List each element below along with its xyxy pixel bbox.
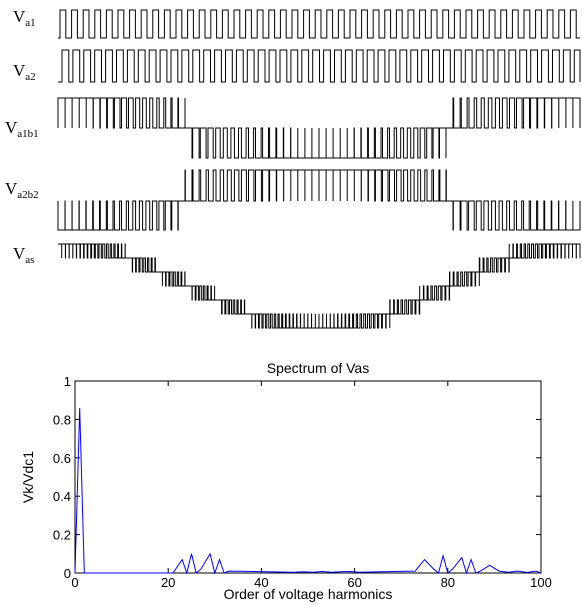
y-axis-ticks: 0 0.2 0.4 0.6 0.8 1	[53, 374, 541, 581]
waveform-label-subscript: a1	[25, 17, 35, 29]
y-tick-label: 0.2	[53, 528, 71, 543]
waveform-va2	[58, 49, 581, 83]
waveform-panel	[57, 9, 581, 329]
waveform-label-main: V	[13, 61, 26, 80]
chart-title: Spectrum of Vas	[267, 360, 369, 376]
plot-frame	[74, 380, 542, 574]
waveform-label-a1b1: Va1b1	[5, 118, 39, 140]
waveform-label-a1: Va1	[13, 7, 36, 29]
waveform-label-main: V	[5, 118, 18, 137]
waveform-label-subscript: a1b1	[17, 128, 38, 140]
waveform-va2b2	[57, 169, 581, 231]
waveform-label-main: V	[13, 7, 26, 26]
spectrum-chart: Spectrum of Vas 0 0.2 0.4 0.6 0.8 1 0 20 40 60 80…	[20, 360, 552, 602]
x-tick-label: 60	[347, 575, 361, 590]
waveform-label-main: V	[13, 244, 26, 263]
waveform-label-subscript: a2b2	[17, 189, 38, 201]
x-tick-label: 40	[254, 575, 268, 590]
waveform-label-subscript: as	[25, 254, 34, 266]
waveform-va1b1	[57, 97, 581, 159]
y-tick-label: 0	[64, 566, 71, 581]
waveform-label-as: Vas	[13, 244, 34, 266]
y-tick-label: 0.6	[53, 451, 71, 466]
waveform-va1	[58, 9, 580, 39]
spectrum-series-line	[74, 407, 542, 575]
waveform-vas	[58, 243, 581, 329]
y-axis-label: Vk/Vdc1	[20, 451, 36, 503]
waveform-label-subscript: a2	[25, 71, 35, 83]
x-axis-label: Order of voltage harmonics	[224, 586, 393, 602]
x-tick-label: 80	[441, 575, 455, 590]
waveform-label-a2: Va2	[13, 61, 36, 83]
y-tick-label: 0.8	[53, 412, 71, 427]
x-axis-ticks: 0 20 40 60 80 100	[71, 381, 552, 590]
waveform-label-main: V	[5, 179, 18, 198]
x-tick-label: 20	[161, 575, 175, 590]
y-tick-label: 1	[64, 374, 71, 389]
waveform-label-a2b2: Va2b2	[5, 179, 39, 201]
y-tick-label: 0.4	[53, 489, 71, 504]
x-tick-label: 0	[71, 575, 78, 590]
x-tick-label: 100	[530, 575, 552, 590]
